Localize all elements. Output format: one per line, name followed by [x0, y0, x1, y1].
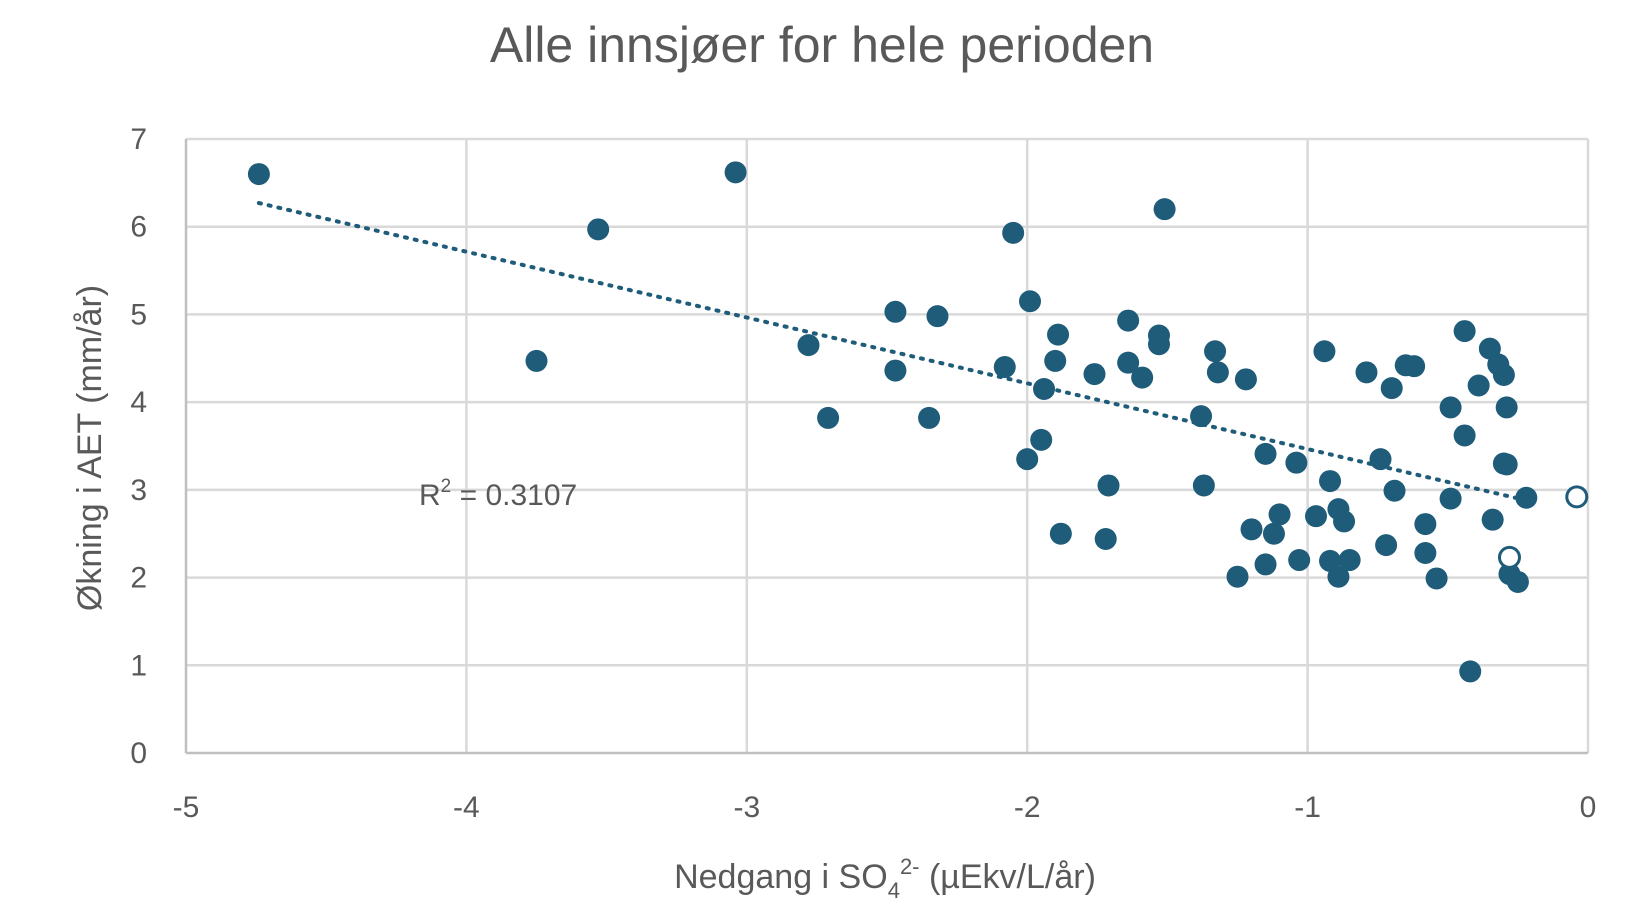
data-point [1234, 368, 1257, 391]
x-tick-label: -3 [733, 791, 760, 824]
data-point [884, 359, 907, 382]
data-point [1254, 442, 1277, 465]
y-tick-label: 1 [130, 649, 147, 682]
data-point [1453, 320, 1476, 343]
data-point [1049, 522, 1072, 545]
data-point [247, 163, 270, 186]
r-squared-value: = 0.3107 [451, 479, 577, 512]
data-point [1459, 660, 1482, 683]
x-axis-label-main: Nedgang i SO [674, 858, 888, 896]
y-tick-label: 5 [130, 298, 147, 331]
y-tick-label: 6 [130, 211, 147, 244]
x-axis-label-sup: 2- [900, 854, 920, 879]
y-tick-label: 0 [130, 737, 147, 770]
data-point-open [1497, 545, 1521, 569]
data-point [926, 305, 949, 328]
data-point [1019, 290, 1042, 313]
data-point [918, 406, 941, 429]
data-point [525, 349, 548, 372]
data-point [1305, 505, 1328, 528]
data-point [1254, 553, 1277, 576]
data-point [1515, 486, 1538, 509]
data-point [884, 300, 907, 323]
data-point [1495, 396, 1518, 419]
data-point [1016, 448, 1039, 471]
data-point [1414, 513, 1437, 536]
x-tick-label: -2 [1014, 791, 1041, 824]
data-point [1240, 518, 1263, 541]
data-point [993, 356, 1016, 379]
data-point [1495, 453, 1518, 476]
data-point [1414, 542, 1437, 565]
data-point [797, 334, 820, 357]
data-point [1030, 428, 1053, 451]
y-tick-label: 3 [130, 474, 147, 507]
data-point [1403, 355, 1426, 378]
data-point [724, 161, 747, 184]
data-point [1097, 474, 1120, 497]
data-point [1117, 351, 1140, 374]
data-point [1147, 333, 1170, 356]
data-point [1369, 448, 1392, 471]
y-tick-label: 2 [130, 562, 147, 595]
data-point [1002, 221, 1025, 244]
data-point [1425, 567, 1448, 590]
data-point [1083, 363, 1106, 386]
x-tick-label: 0 [1580, 791, 1597, 824]
x-tick-label: -4 [453, 791, 480, 824]
x-tick-label: -5 [173, 791, 200, 824]
data-point [1190, 405, 1213, 428]
data-point [1153, 198, 1176, 221]
data-point [1467, 374, 1490, 397]
x-tick-label: -1 [1294, 791, 1321, 824]
data-point [1204, 340, 1227, 363]
x-axis-label: Nedgang i SO42- (µEkv/L/år) [674, 854, 1096, 903]
r-squared-sup: 2 [441, 476, 452, 497]
data-point [1333, 510, 1356, 533]
data-point [1192, 474, 1215, 497]
data-point-open [1565, 485, 1589, 509]
data-point [1355, 361, 1378, 384]
data-point [1117, 309, 1140, 332]
data-point [1262, 522, 1285, 545]
data-point [1439, 396, 1462, 419]
data-point [817, 406, 840, 429]
data-point [1383, 479, 1406, 502]
data-point [1439, 487, 1462, 510]
y-axis-label: Økning i AET (mm/år) [71, 285, 109, 611]
data-point [1375, 534, 1398, 557]
data-point [1338, 549, 1361, 572]
y-tick-label: 4 [130, 386, 147, 419]
data-point [1319, 470, 1342, 493]
tick-labels: 0 1 2 3 4 5 6 7 -5 -4 -3 -2 -1 0 [130, 123, 1596, 824]
data-point [1131, 366, 1154, 389]
r-squared-main: R [419, 479, 441, 512]
data-point [1313, 340, 1336, 363]
data-point [1481, 508, 1504, 531]
y-tick-label: 7 [130, 123, 147, 156]
data-point [1226, 565, 1249, 588]
r-squared-annotation: R2 = 0.3107 [419, 476, 577, 512]
data-point [1453, 424, 1476, 447]
data-point [1492, 363, 1515, 386]
data-point [1206, 361, 1229, 384]
x-axis-label-unit: (µEkv/L/år) [920, 858, 1096, 896]
data-points [247, 161, 1589, 683]
data-point [587, 218, 610, 241]
data-point [1044, 349, 1067, 372]
data-point [1285, 451, 1308, 474]
data-point [1047, 323, 1070, 346]
data-point [1506, 570, 1529, 593]
data-point [1033, 377, 1056, 400]
chart-title: Alle innsjøer for hele perioden [490, 17, 1154, 73]
data-point [1380, 377, 1403, 400]
x-axis-label-sub: 4 [888, 878, 900, 903]
grid-lines [186, 137, 1590, 753]
data-point [1268, 503, 1291, 526]
data-point [1094, 527, 1117, 550]
plot-axes [184, 139, 1588, 755]
data-point [1288, 549, 1311, 572]
data-point [1327, 565, 1350, 588]
